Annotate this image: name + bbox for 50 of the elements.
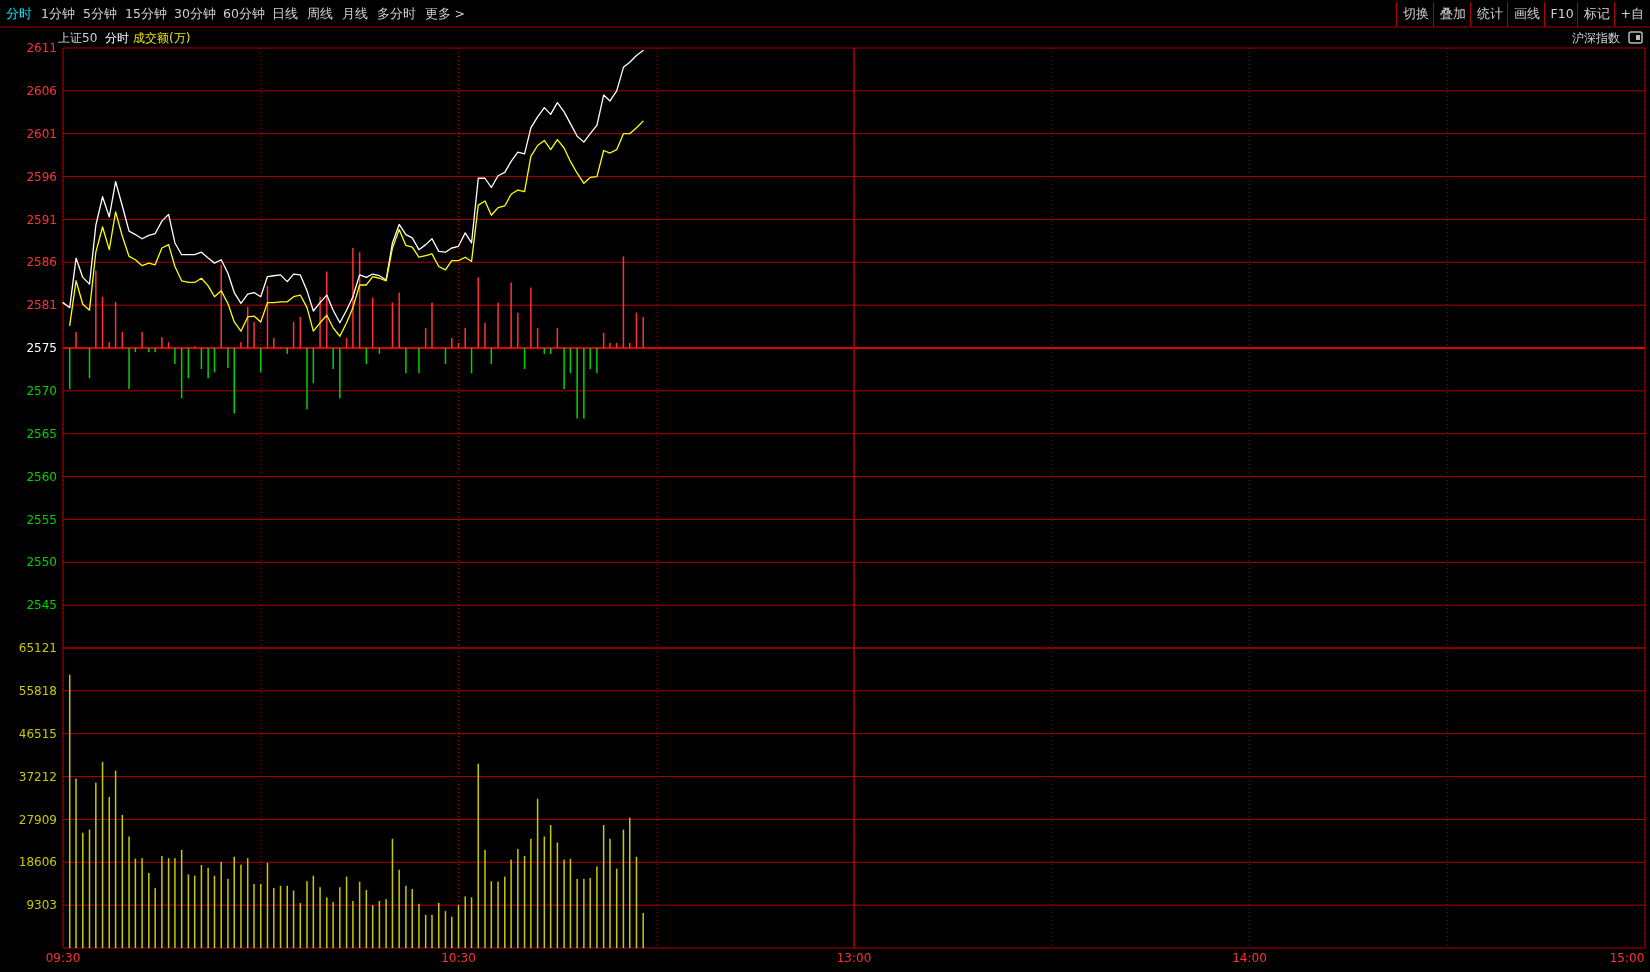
y-tick-label: 2545: [26, 598, 57, 613]
text: 周线: [307, 6, 333, 21]
x-tick-label: 14:00: [1232, 951, 1267, 965]
text: 标记: [1582, 6, 1610, 21]
y-tick-label: 2565: [26, 426, 57, 441]
y-tick-label: 2555: [26, 512, 57, 527]
text: 成交额(万): [133, 31, 191, 45]
x-tick-label: 13:00: [836, 951, 872, 965]
text: 切换: [1402, 6, 1429, 21]
y-tick-label: 65121: [18, 641, 57, 656]
text: 统计: [1476, 6, 1503, 21]
chart-title: 上证50: [58, 31, 98, 45]
text: +自: [1620, 6, 1644, 21]
y-tick-label: 37212: [18, 769, 57, 784]
y-tick-label: 27909: [18, 812, 57, 827]
text: 15分钟: [125, 6, 167, 21]
y-tick-label: 2570: [26, 384, 57, 399]
y-tick-label: 55818: [18, 684, 57, 699]
y-tick-label: 2601: [26, 126, 57, 141]
text: F10: [1550, 6, 1574, 21]
text: 更多 >: [424, 6, 465, 21]
text: 1分钟: [41, 6, 75, 21]
text: 日线: [272, 6, 298, 21]
y-tick-label: 2581: [26, 298, 57, 313]
y-tick-label: 2575: [26, 341, 57, 356]
text: 分时: [6, 6, 32, 21]
y-tick-label: 18606: [18, 855, 57, 870]
x-tick-label: 15:00: [1609, 951, 1645, 965]
line-series: [69, 120, 644, 337]
y-tick-label: 2586: [26, 255, 57, 270]
x-tick-label: 09:30: [45, 951, 81, 965]
y-tick-label: 2550: [26, 555, 57, 570]
text: 60分钟: [223, 6, 265, 21]
text: 多分时: [377, 6, 416, 21]
y-tick-label: 2560: [26, 469, 57, 484]
text: 叠加: [1439, 6, 1466, 21]
y-tick-label: 2606: [26, 84, 57, 99]
y-tick-label: 2611: [26, 41, 57, 56]
line-series: [62, 49, 644, 324]
y-tick-label: 2591: [26, 212, 57, 227]
chart-subtitle: 分时: [105, 31, 129, 45]
text: 5分钟: [83, 6, 117, 21]
x-tick-label: 10:30: [441, 951, 476, 965]
text: 画线: [1513, 6, 1540, 21]
text: 月线: [342, 6, 368, 21]
y-tick-label: 9303: [26, 898, 57, 913]
text: 30分钟: [174, 6, 216, 21]
text: 沪深指数: [1572, 31, 1620, 45]
y-tick-label: 2596: [26, 169, 57, 184]
y-tick-label: 46515: [18, 726, 57, 741]
